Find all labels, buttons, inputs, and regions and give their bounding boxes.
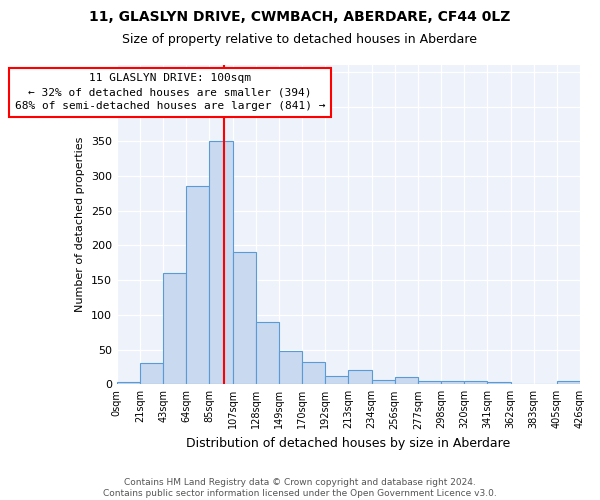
Bar	[233, 252, 256, 384]
Bar	[325, 376, 349, 384]
Text: Contains HM Land Registry data © Crown copyright and database right 2024.
Contai: Contains HM Land Registry data © Crown c…	[103, 478, 497, 498]
Bar	[418, 381, 441, 384]
Y-axis label: Number of detached properties: Number of detached properties	[75, 137, 85, 312]
Bar	[371, 380, 395, 384]
Bar	[395, 378, 418, 384]
Bar	[487, 382, 511, 384]
Bar	[117, 382, 140, 384]
Bar	[302, 362, 325, 384]
Bar	[349, 370, 371, 384]
Bar	[557, 381, 580, 384]
X-axis label: Distribution of detached houses by size in Aberdare: Distribution of detached houses by size …	[186, 437, 511, 450]
Bar	[186, 186, 209, 384]
Bar	[140, 364, 163, 384]
Bar	[464, 381, 487, 384]
Bar	[279, 351, 302, 384]
Bar	[441, 381, 464, 384]
Text: 11 GLASLYN DRIVE: 100sqm
← 32% of detached houses are smaller (394)
68% of semi-: 11 GLASLYN DRIVE: 100sqm ← 32% of detach…	[15, 74, 325, 112]
Bar	[209, 142, 233, 384]
Bar	[256, 322, 279, 384]
Text: 11, GLASLYN DRIVE, CWMBACH, ABERDARE, CF44 0LZ: 11, GLASLYN DRIVE, CWMBACH, ABERDARE, CF…	[89, 10, 511, 24]
Bar	[163, 273, 186, 384]
Text: Size of property relative to detached houses in Aberdare: Size of property relative to detached ho…	[122, 32, 478, 46]
